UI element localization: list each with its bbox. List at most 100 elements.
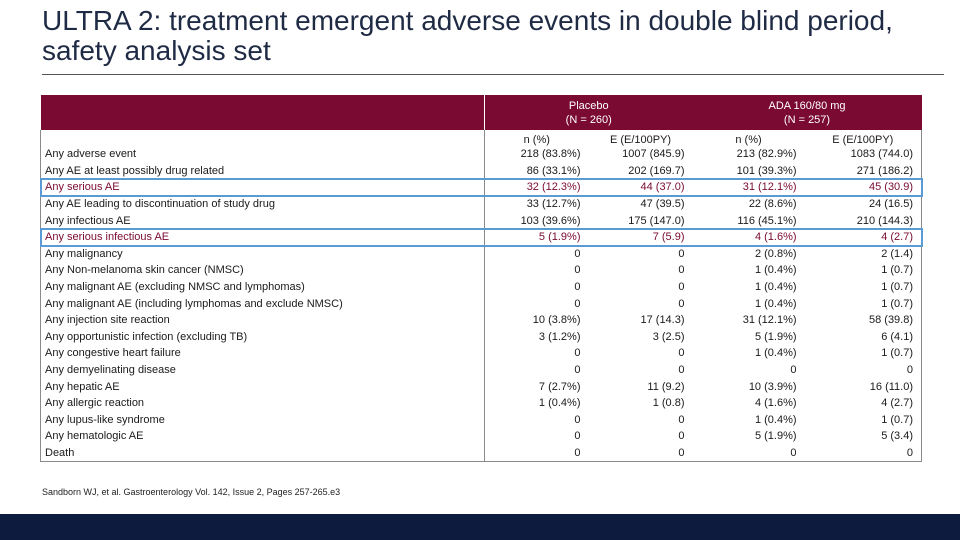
row-value: 0 bbox=[484, 444, 589, 463]
row-value: 0 bbox=[804, 361, 923, 379]
row-label: Any demyelinating disease bbox=[40, 361, 485, 379]
row-value: 5 (3.4) bbox=[804, 428, 923, 445]
row-label: Any infectious AE bbox=[40, 212, 485, 229]
row-value: 4 (2.7) bbox=[804, 228, 923, 246]
table-row: Any malignant AE (excluding NMSC and lym… bbox=[40, 278, 923, 296]
row-value: 10 (3.9%) bbox=[748, 380, 797, 393]
row-value: 4 (2.7) bbox=[804, 394, 923, 412]
table-row: Any allergic reaction 1 (0.4%) 1 (0.8) 4 (1… bbox=[40, 394, 923, 412]
group-header-placebo: Placebo (N = 260) bbox=[484, 95, 693, 130]
table-row: Any AE at least possibly drug related 86 … bbox=[40, 162, 923, 180]
adverse-events-table: Placebo (N = 260) ADA 160/80 mg (N = 257… bbox=[40, 95, 923, 463]
row-value: 1 (0.4%) bbox=[754, 297, 797, 310]
row-label: Any lupus-like syndrome bbox=[40, 411, 485, 429]
group-name: Placebo bbox=[568, 99, 609, 112]
row-value: 24 (16.5) bbox=[804, 195, 923, 213]
row-value: 0 bbox=[804, 444, 923, 463]
row-value: 202 (169.7) bbox=[628, 164, 685, 177]
group-n: (N = 260) bbox=[565, 113, 612, 126]
row-value: 271 (186.2) bbox=[804, 162, 923, 180]
row-label: Any Non-melanoma skin cancer (NMSC) bbox=[40, 262, 485, 279]
table-row: Any malignancy 0 0 2 (0.8%) 2 (1.4) bbox=[40, 245, 923, 263]
footer-bar bbox=[0, 514, 960, 540]
reference-citation: Sandborn WJ, et al. Gastroenterology Vol… bbox=[42, 487, 341, 497]
row-value: 6 (4.1) bbox=[804, 328, 923, 346]
row-label: Death bbox=[40, 444, 485, 463]
row-label: Any injection site reaction bbox=[40, 311, 485, 329]
table-row: Any congestive heart failure 0 0 1 (0.4%) 1 … bbox=[40, 345, 923, 362]
row-label: Any hematologic AE bbox=[40, 428, 485, 445]
row-value: 7 (5.9) bbox=[652, 231, 685, 244]
subheader-cell: n (%) bbox=[523, 134, 550, 146]
row-value: 4 (1.6%) bbox=[754, 397, 797, 410]
table-row: Any AE leading to discontinuation of stu… bbox=[40, 195, 923, 213]
row-value: 0 bbox=[678, 413, 685, 426]
row-value: 44 (37.0) bbox=[640, 181, 685, 194]
subheader-cell: E (E/100PY) bbox=[804, 130, 923, 146]
row-value: 1 (0.4%) bbox=[754, 347, 797, 360]
table-row: Any injection site reaction 10 (3.8%) 17 (… bbox=[40, 311, 923, 329]
row-value: 0 bbox=[574, 281, 581, 294]
row-label: Any malignant AE (including lymphomas an… bbox=[40, 295, 485, 312]
row-value: 175 (147.0) bbox=[628, 214, 685, 227]
table-row: Any serious infectious AE 5 (1.9%) 7 (5.9)… bbox=[40, 228, 923, 246]
row-value: 58 (39.8) bbox=[804, 311, 923, 329]
row-value: 2 (1.4) bbox=[804, 245, 923, 263]
row-value: 101 (39.3%) bbox=[736, 164, 797, 177]
row-value: 103 (39.6%) bbox=[520, 214, 581, 227]
row-value: 0 bbox=[588, 444, 693, 463]
group-header-ada: ADA 160/80 mg (N = 257) bbox=[692, 95, 922, 130]
row-value: 5 (1.9%) bbox=[538, 231, 581, 244]
row-value: 1 (0.8) bbox=[652, 397, 685, 410]
row-value: 11 (9.2) bbox=[647, 380, 685, 393]
table-row: Any infectious AE 103 (39.6%) 175 (147.0) 1… bbox=[40, 212, 923, 229]
row-value: 17 (14.3) bbox=[640, 314, 685, 327]
header-blank-cell bbox=[40, 95, 485, 130]
row-label: Any AE at least possibly drug related bbox=[40, 162, 485, 180]
row-value: 4 (1.6%) bbox=[754, 231, 797, 244]
row-value: 22 (8.6%) bbox=[748, 198, 797, 211]
row-value: 47 (39.5) bbox=[640, 198, 685, 211]
row-value: 0 bbox=[574, 347, 581, 360]
subheader-cell: E (E/100PY) bbox=[609, 134, 672, 146]
row-value: 218 (83.8%) bbox=[520, 148, 581, 161]
row-value: 1 (0.4%) bbox=[754, 264, 797, 277]
row-value: 1 (0.4%) bbox=[538, 397, 581, 410]
row-value: 7 (2.7%) bbox=[538, 380, 581, 393]
row-value: 0 bbox=[678, 281, 685, 294]
row-value: 32 (12.3%) bbox=[526, 181, 581, 194]
row-label: Any allergic reaction bbox=[40, 394, 485, 412]
row-value: 0 bbox=[678, 430, 685, 443]
table-row: Any malignant AE (including lymphomas an… bbox=[40, 295, 923, 312]
row-value: 1 (0.4%) bbox=[754, 413, 797, 426]
table-row: Any opportunistic infection (excluding T… bbox=[40, 328, 923, 346]
row-label: Any serious infectious AE bbox=[40, 228, 485, 246]
row-value: 3 (2.5) bbox=[652, 330, 685, 343]
table-row: Any hematologic AE 0 0 5 (1.9%) 5 (3.4) bbox=[40, 428, 923, 445]
title-divider bbox=[42, 74, 944, 75]
table-row: Any demyelinating disease 0 0 0 0 bbox=[40, 361, 923, 379]
row-value: 0 bbox=[678, 297, 685, 310]
row-value: 0 bbox=[678, 347, 685, 360]
row-label: Any malignancy bbox=[40, 245, 485, 263]
row-value: 45 (30.9) bbox=[804, 179, 923, 196]
row-value: 1 (0.7) bbox=[804, 345, 923, 362]
row-value: 116 (45.1%) bbox=[737, 214, 797, 227]
row-label: Any adverse event bbox=[40, 146, 485, 163]
row-value: 1 (0.7) bbox=[804, 295, 923, 312]
row-value: 0 bbox=[692, 444, 805, 463]
row-value: 1 (0.7) bbox=[804, 411, 923, 429]
row-value: 1007 (845.9) bbox=[622, 148, 685, 161]
group-name: ADA 160/80 mg bbox=[768, 99, 846, 112]
row-label: Any hepatic AE bbox=[40, 378, 485, 395]
row-value: 0 bbox=[574, 413, 581, 426]
row-value: 31 (12.1%) bbox=[742, 181, 797, 194]
row-value: 1 (0.7) bbox=[804, 278, 923, 296]
table-row: Any serious AE 32 (12.3%) 44 (37.0) 31 (12.… bbox=[40, 179, 923, 196]
row-value: 1 (0.7) bbox=[804, 262, 923, 279]
row-value: 0 bbox=[574, 297, 581, 310]
table-row: Any adverse event 218 (83.8%) 1007 (845.9)… bbox=[40, 146, 923, 163]
row-label: Any congestive heart failure bbox=[40, 345, 485, 362]
group-header-row: Placebo (N = 260) ADA 160/80 mg (N = 257… bbox=[40, 95, 922, 130]
table-row: Any hepatic AE 7 (2.7%) 11 (9.2) 10 (3.9%) 1… bbox=[40, 378, 923, 395]
